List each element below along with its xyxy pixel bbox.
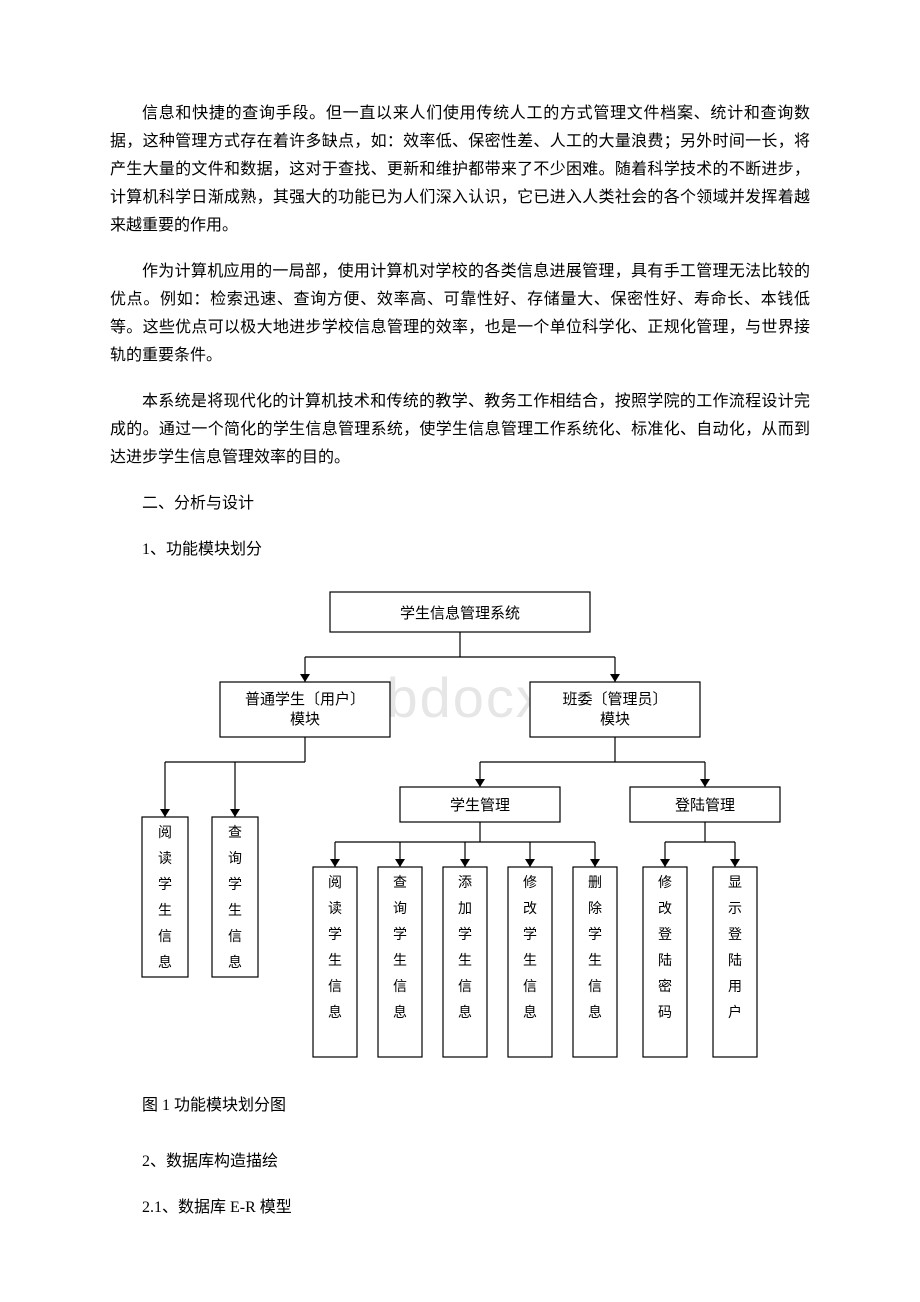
svg-text:学: 学 bbox=[458, 927, 472, 943]
svg-text:读: 读 bbox=[328, 900, 342, 917]
svg-text:息: 息 bbox=[228, 954, 242, 971]
svg-text:码: 码 bbox=[658, 1005, 672, 1021]
svg-text:生: 生 bbox=[228, 903, 242, 919]
heading-section-2: 二、分析与设计 bbox=[110, 490, 810, 518]
svg-text:询: 询 bbox=[228, 851, 242, 867]
l3-login-mgmt: 登陆管理 bbox=[675, 797, 735, 814]
svg-text:删: 删 bbox=[588, 875, 602, 891]
svg-text:询: 询 bbox=[393, 901, 407, 917]
svg-text:显: 显 bbox=[728, 876, 742, 891]
svg-text:陆: 陆 bbox=[658, 953, 672, 969]
svg-text:学: 学 bbox=[393, 927, 407, 943]
svg-text:阅: 阅 bbox=[328, 875, 342, 891]
svg-text:除: 除 bbox=[588, 901, 602, 917]
svg-text:息: 息 bbox=[158, 954, 172, 971]
leaf-left-0 bbox=[142, 817, 188, 977]
svg-text:户: 户 bbox=[728, 1004, 742, 1021]
svg-text:学: 学 bbox=[328, 927, 342, 943]
svg-text:用: 用 bbox=[728, 980, 742, 995]
svg-text:息: 息 bbox=[458, 1004, 472, 1021]
heading-module-division: 1、功能模块划分 bbox=[110, 536, 810, 564]
l2-left-line2: 模块 bbox=[290, 711, 320, 728]
svg-text:查: 查 bbox=[393, 875, 407, 891]
svg-text:示: 示 bbox=[728, 902, 742, 917]
l2-left-line1: 普通学生〔用户〕 bbox=[245, 691, 365, 708]
leaf-left-1 bbox=[212, 817, 258, 977]
svg-text:登: 登 bbox=[658, 927, 672, 943]
svg-text:息: 息 bbox=[523, 1004, 537, 1021]
svg-text:加: 加 bbox=[458, 901, 472, 917]
svg-text:学: 学 bbox=[588, 927, 602, 943]
l2-right-line2: 模块 bbox=[600, 711, 630, 728]
svg-text:登: 登 bbox=[728, 927, 742, 943]
svg-text:生: 生 bbox=[393, 953, 407, 969]
svg-text:信: 信 bbox=[458, 979, 472, 995]
figure-caption: 图 1 功能模块划分图 bbox=[110, 1092, 810, 1120]
svg-text:生: 生 bbox=[328, 953, 342, 969]
svg-text:信: 信 bbox=[393, 979, 407, 995]
svg-text:修: 修 bbox=[658, 875, 672, 891]
paragraph-3: 本系统是将现代化的计算机技术和传统的教学、教务工作相结合，按照学院的工作流程设计… bbox=[110, 388, 810, 472]
svg-text:查: 查 bbox=[228, 825, 242, 841]
svg-text:息: 息 bbox=[393, 1004, 407, 1021]
svg-text:阅: 阅 bbox=[158, 825, 172, 841]
svg-text:息: 息 bbox=[588, 1004, 602, 1021]
svg-text:学: 学 bbox=[158, 877, 172, 893]
svg-text:改: 改 bbox=[523, 901, 537, 917]
svg-text:信: 信 bbox=[158, 929, 172, 945]
svg-text:学: 学 bbox=[523, 927, 537, 943]
svg-text:生: 生 bbox=[158, 903, 172, 919]
svg-text:信: 信 bbox=[523, 979, 537, 995]
svg-text:学: 学 bbox=[228, 877, 242, 893]
heading-db-structure: 2、数据库构造描绘 bbox=[110, 1148, 810, 1176]
svg-text:信: 信 bbox=[228, 929, 242, 945]
l2-right-line1: 班委〔管理员〕 bbox=[562, 691, 667, 708]
heading-er-model: 2.1、数据库 E-R 模型 bbox=[110, 1194, 810, 1222]
svg-text:修: 修 bbox=[523, 875, 537, 891]
svg-text:添: 添 bbox=[458, 875, 472, 891]
svg-text:生: 生 bbox=[588, 953, 602, 969]
svg-text:生: 生 bbox=[523, 953, 537, 969]
svg-text:息: 息 bbox=[328, 1004, 342, 1021]
module-tree-diagram: www.bdocx.com 学生信息管理系统 普通学生〔用户〕 模块 班委〔管理… bbox=[110, 582, 810, 1082]
root-node-label: 学生信息管理系统 bbox=[400, 605, 520, 622]
l3-student-mgmt: 学生管理 bbox=[450, 797, 510, 814]
svg-text:信: 信 bbox=[328, 979, 342, 995]
svg-text:读: 读 bbox=[158, 850, 172, 867]
svg-text:密: 密 bbox=[658, 978, 672, 995]
svg-text:陆: 陆 bbox=[728, 953, 742, 969]
svg-text:改: 改 bbox=[658, 901, 672, 917]
paragraph-2: 作为计算机应用的一局部，使用计算机对学校的各类信息进展管理，具有手工管理无法比较… bbox=[110, 258, 810, 370]
svg-text:信: 信 bbox=[588, 979, 602, 995]
svg-text:生: 生 bbox=[458, 953, 472, 969]
paragraph-1: 信息和快捷的查询手段。但一直以来人们使用传统人工的方式管理文件档案、统计和查询数… bbox=[110, 100, 810, 240]
